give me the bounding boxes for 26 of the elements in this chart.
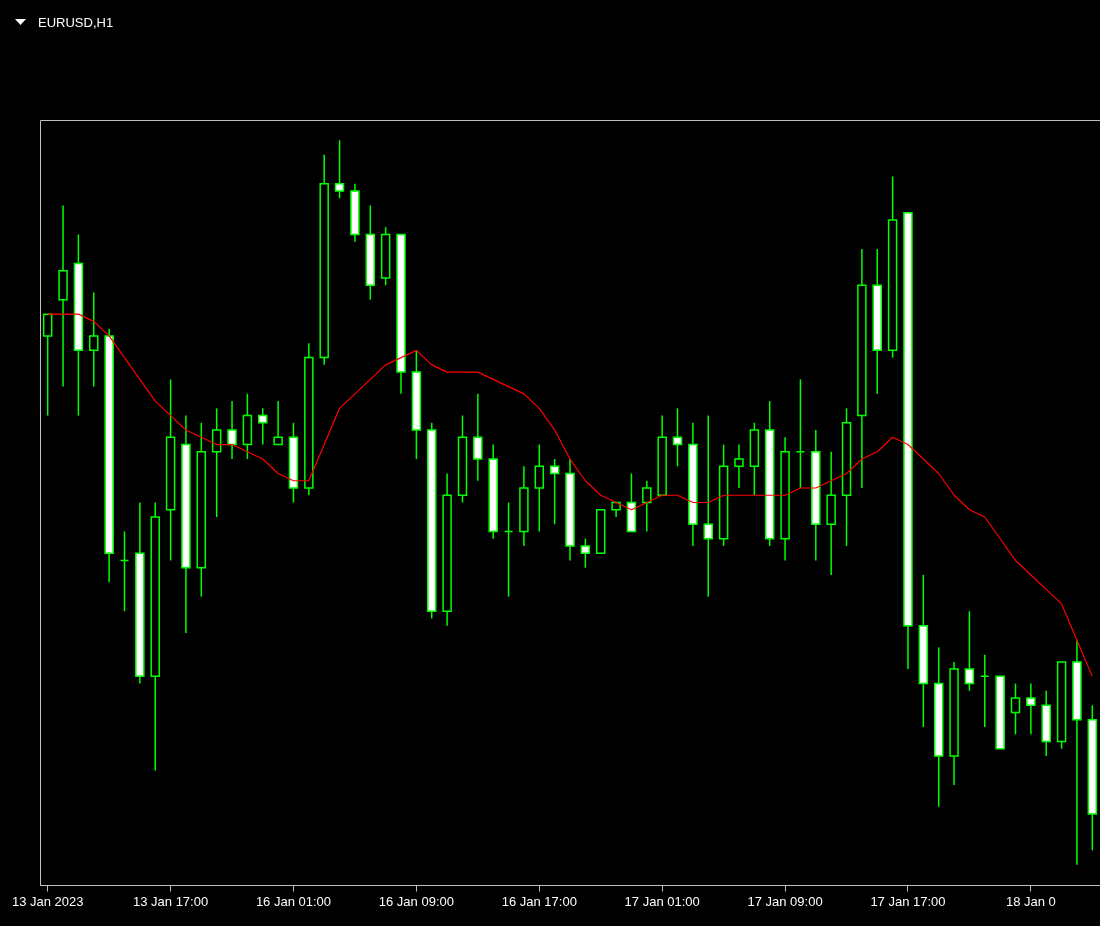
x-tick-label: 16 Jan 17:00 <box>501 893 577 909</box>
candlestick <box>1010 682 1021 736</box>
candlestick <box>273 400 283 446</box>
x-tick-label: 17 Jan 09:00 <box>747 893 823 909</box>
candlestick <box>211 407 222 518</box>
x-tick-label: 17 Jan 17:00 <box>870 893 946 909</box>
candlestick <box>580 537 591 569</box>
x-tick-label: 17 Jan 01:00 <box>624 893 700 909</box>
x-tick-label: 13 Jan 2023 <box>11 893 84 909</box>
candlestick <box>534 443 545 533</box>
candlestick <box>473 393 483 482</box>
candlestick <box>964 610 975 692</box>
candlestick <box>1026 682 1036 736</box>
candlestick <box>258 407 268 446</box>
x-tick-label: 16 Jan 09:00 <box>378 893 454 909</box>
candlestick <box>89 291 99 388</box>
candlestick <box>734 443 744 489</box>
candlestick <box>334 139 345 199</box>
chart-title: EURUSD,H1 <box>38 15 114 30</box>
candlestick <box>227 400 237 460</box>
candlestick <box>642 480 652 533</box>
candlestick <box>703 414 714 598</box>
x-tick-label: 13 Jan 17:00 <box>132 893 209 909</box>
x-tick-label: 16 Jan 01:00 <box>255 893 332 909</box>
candlestick <box>42 313 53 417</box>
x-tick-label: 18 Jan 0 <box>1005 893 1056 909</box>
